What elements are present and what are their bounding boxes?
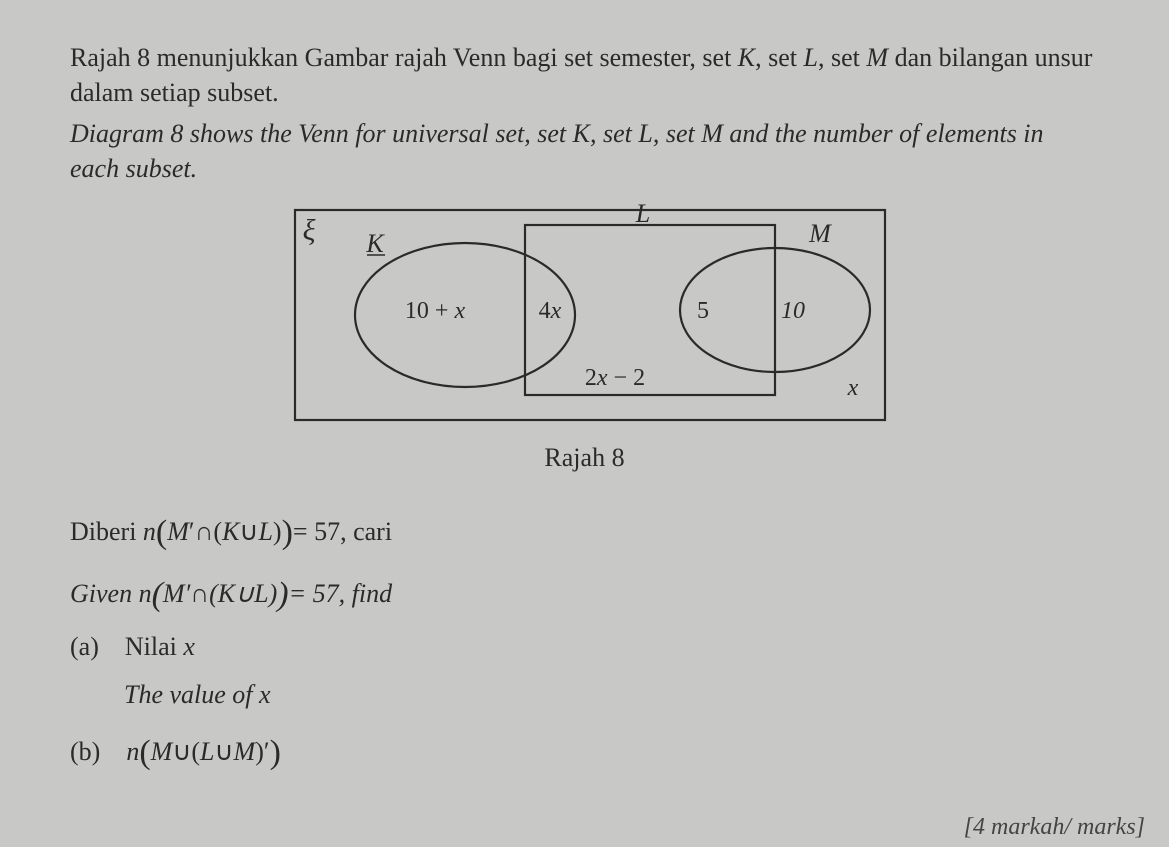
- expr-L1: L: [258, 517, 272, 546]
- given-ms: Diberi n(M′∩(K∪L))= 57, cari: [70, 501, 1099, 559]
- part-b: (b) n(M∪(L∪M)′): [70, 721, 1099, 779]
- lp1b: (: [213, 517, 222, 546]
- eq57b: = 57: [289, 579, 339, 608]
- eq57a: = 57: [293, 517, 340, 546]
- rp1b: ): [273, 517, 282, 546]
- intro-ms-sep2: , set: [818, 43, 866, 72]
- cupb2: ∪: [215, 737, 234, 766]
- intro-en-c: , set: [653, 119, 701, 148]
- cup1: ∪: [239, 517, 258, 546]
- rp2b: ): [269, 579, 278, 608]
- intro-en-b: , set: [590, 119, 638, 148]
- given-en-pre: Given: [70, 579, 139, 608]
- intro-ms: Rajah 8 menunjukkan Gambar rajah Venn ba…: [70, 40, 1099, 110]
- expr-L2: L: [254, 579, 268, 608]
- b-label: (b): [70, 737, 100, 766]
- lp2b: (: [209, 579, 218, 608]
- question-block: Diberi n(M′∩(K∪L))= 57, cari Given n(M′∩…: [70, 501, 1099, 779]
- intro-ms-M: M: [866, 43, 888, 72]
- svg-text:5: 5: [697, 298, 709, 324]
- rpb2: ): [255, 737, 264, 766]
- intro-en: Diagram 8 shows the Venn for universal s…: [70, 116, 1099, 186]
- given-ms-pre: Diberi: [70, 517, 143, 546]
- svg-text:ξ: ξ: [302, 214, 315, 247]
- b-M: M: [151, 737, 173, 766]
- svg-text:4x: 4x: [538, 298, 561, 324]
- cap2: ∩: [190, 579, 209, 608]
- given-ms-post: , cari: [340, 517, 392, 546]
- intro-ms-K: K: [738, 43, 755, 72]
- venn-diagram-container: ξ K L M 10 + x 4x 2x − 2 5 10 x: [70, 200, 1099, 435]
- svg-text:10: 10: [781, 298, 805, 324]
- b-L: L: [200, 737, 214, 766]
- svg-text:10 + x: 10 + x: [404, 298, 465, 324]
- part-a: (a) Nilai x: [70, 625, 1099, 669]
- svg-text:M: M: [808, 219, 832, 248]
- given-en: Given n(M′∩(K∪L))= 57, find: [70, 563, 1099, 621]
- intro-en-L: L: [638, 119, 652, 148]
- given-en-post: , find: [339, 579, 392, 608]
- venn-diagram: ξ K L M 10 + x 4x 2x − 2 5 10 x: [265, 200, 905, 435]
- lp2: (: [152, 576, 163, 613]
- marks-footer: [4 markah/ marks]: [964, 814, 1145, 841]
- svg-text:x: x: [846, 375, 858, 401]
- intro-ms-L: L: [804, 43, 818, 72]
- lpb2: (: [191, 737, 200, 766]
- svg-text:K: K: [365, 229, 385, 258]
- lpb: (: [139, 734, 150, 771]
- rpb: ): [270, 734, 281, 771]
- rp1: ): [282, 514, 293, 551]
- expr-nb: n: [126, 737, 139, 766]
- a-label: (a): [70, 632, 99, 661]
- expr-n2: n: [139, 579, 152, 608]
- cupb1: ∪: [172, 737, 191, 766]
- intro-en-M: M: [701, 119, 723, 148]
- intro-ms-sep1: , set: [755, 43, 803, 72]
- lp1: (: [156, 514, 167, 551]
- expr-K1: K: [222, 517, 239, 546]
- expr-K2: K: [218, 579, 235, 608]
- intro-en-K: K: [573, 119, 590, 148]
- a-ms: Nilai: [125, 632, 184, 661]
- expr-n1: n: [143, 517, 156, 546]
- intro-en-a: Diagram 8 shows the Venn for universal s…: [70, 119, 573, 148]
- expr-M2: M: [163, 579, 185, 608]
- svg-text:2x − 2: 2x − 2: [584, 365, 644, 391]
- svg-text:L: L: [634, 200, 649, 228]
- cap1: ∩: [195, 517, 214, 546]
- part-a-en: The value of x: [70, 673, 1099, 717]
- primeb: ′: [264, 737, 270, 766]
- expr-M1: M: [167, 517, 189, 546]
- b-M2: M: [234, 737, 256, 766]
- rp2: ): [277, 576, 288, 613]
- diagram-caption: Rajah 8: [70, 443, 1099, 473]
- page: Rajah 8 menunjukkan Gambar rajah Venn ba…: [0, 0, 1169, 847]
- intro-ms-text-a: Rajah 8 menunjukkan Gambar rajah Venn ba…: [70, 43, 738, 72]
- a-x: x: [183, 632, 195, 661]
- cup2: ∪: [235, 579, 254, 608]
